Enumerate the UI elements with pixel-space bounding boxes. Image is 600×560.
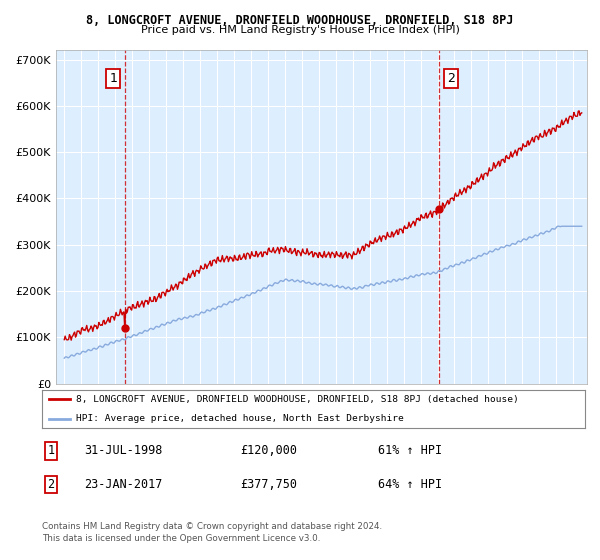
Text: £377,750: £377,750 [240,478,297,491]
Text: 64% ↑ HPI: 64% ↑ HPI [378,478,442,491]
Text: 2: 2 [47,478,55,491]
Text: 23-JAN-2017: 23-JAN-2017 [84,478,163,491]
Text: 31-JUL-1998: 31-JUL-1998 [84,444,163,458]
Text: Contains HM Land Registry data © Crown copyright and database right 2024.: Contains HM Land Registry data © Crown c… [42,522,382,531]
Text: 2: 2 [446,72,455,85]
Text: This data is licensed under the Open Government Licence v3.0.: This data is licensed under the Open Gov… [42,534,320,543]
Text: 1: 1 [47,444,55,458]
Text: £120,000: £120,000 [240,444,297,458]
Text: 61% ↑ HPI: 61% ↑ HPI [378,444,442,458]
Text: 8, LONGCROFT AVENUE, DRONFIELD WOODHOUSE, DRONFIELD, S18 8PJ (detached house): 8, LONGCROFT AVENUE, DRONFIELD WOODHOUSE… [76,395,518,404]
Text: 8, LONGCROFT AVENUE, DRONFIELD WOODHOUSE, DRONFIELD, S18 8PJ: 8, LONGCROFT AVENUE, DRONFIELD WOODHOUSE… [86,14,514,27]
Text: HPI: Average price, detached house, North East Derbyshire: HPI: Average price, detached house, Nort… [76,414,403,423]
Text: Price paid vs. HM Land Registry's House Price Index (HPI): Price paid vs. HM Land Registry's House … [140,25,460,35]
Text: 1: 1 [109,72,117,85]
